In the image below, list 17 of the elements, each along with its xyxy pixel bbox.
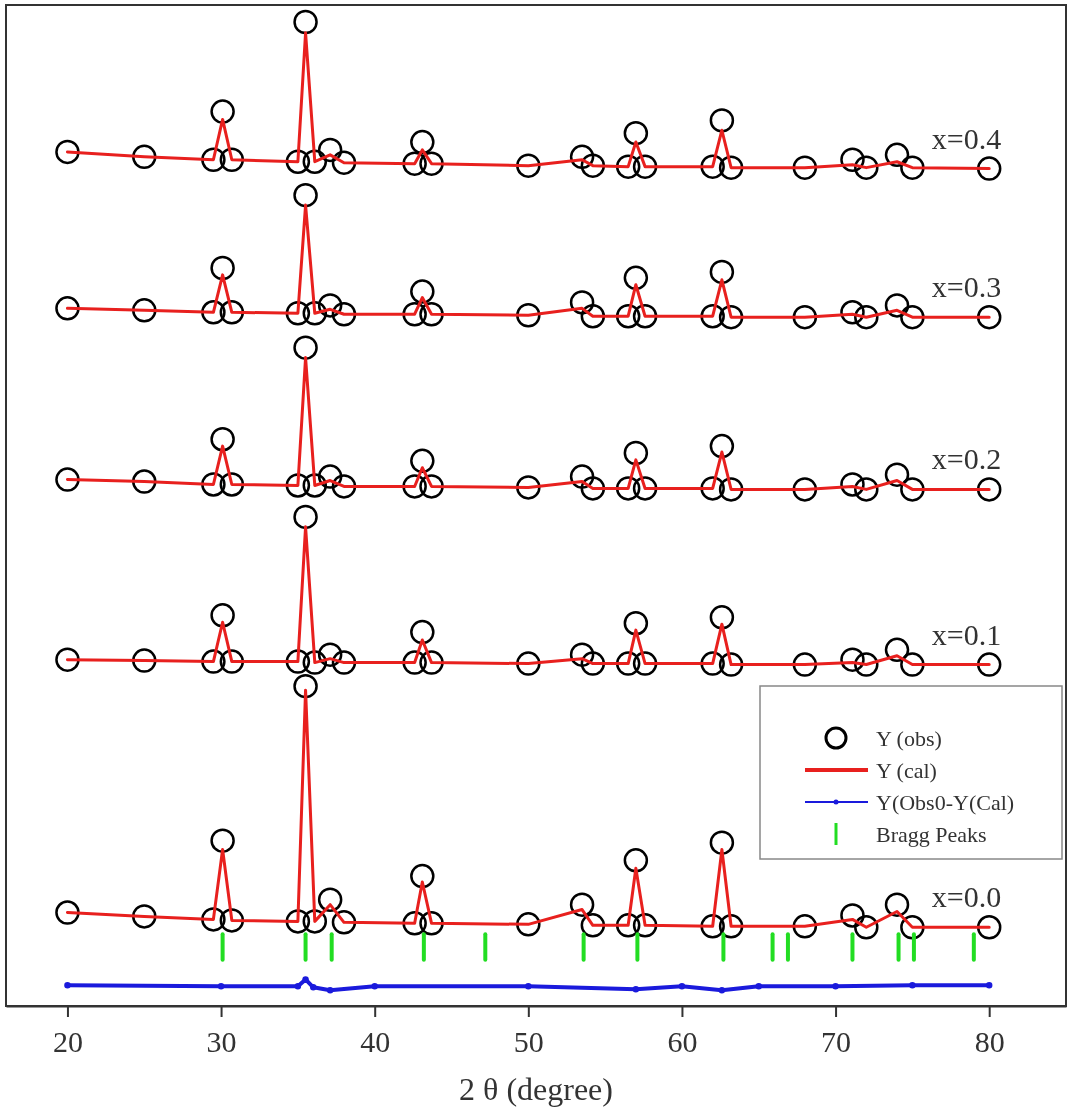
legend-label: Bragg Peaks [876, 821, 987, 847]
x-tick-label: 20 [52, 1024, 83, 1058]
x-tick-label: 60 [667, 1024, 698, 1058]
legend-label: Y (cal) [876, 757, 937, 783]
x-axis-title: 2 θ (degree) [459, 1071, 613, 1107]
x-tick-label: 50 [513, 1024, 544, 1058]
x-tick-label: 80 [974, 1024, 1005, 1058]
annotation: x=0.1 [931, 617, 1002, 651]
legend-label: Y(Obs0-Y(Cal) [876, 789, 1015, 815]
annotation: x=0.4 [931, 121, 1002, 155]
x-tick-label: 40 [360, 1024, 391, 1058]
annotation: x=0.2 [931, 442, 1002, 476]
annotation: x=0.0 [931, 880, 1002, 914]
x-tick-label: 30 [206, 1024, 237, 1058]
legend-label: Y (obs) [876, 725, 942, 751]
x-tick-label: 70 [821, 1024, 852, 1058]
annotation: x=0.3 [931, 270, 1002, 304]
